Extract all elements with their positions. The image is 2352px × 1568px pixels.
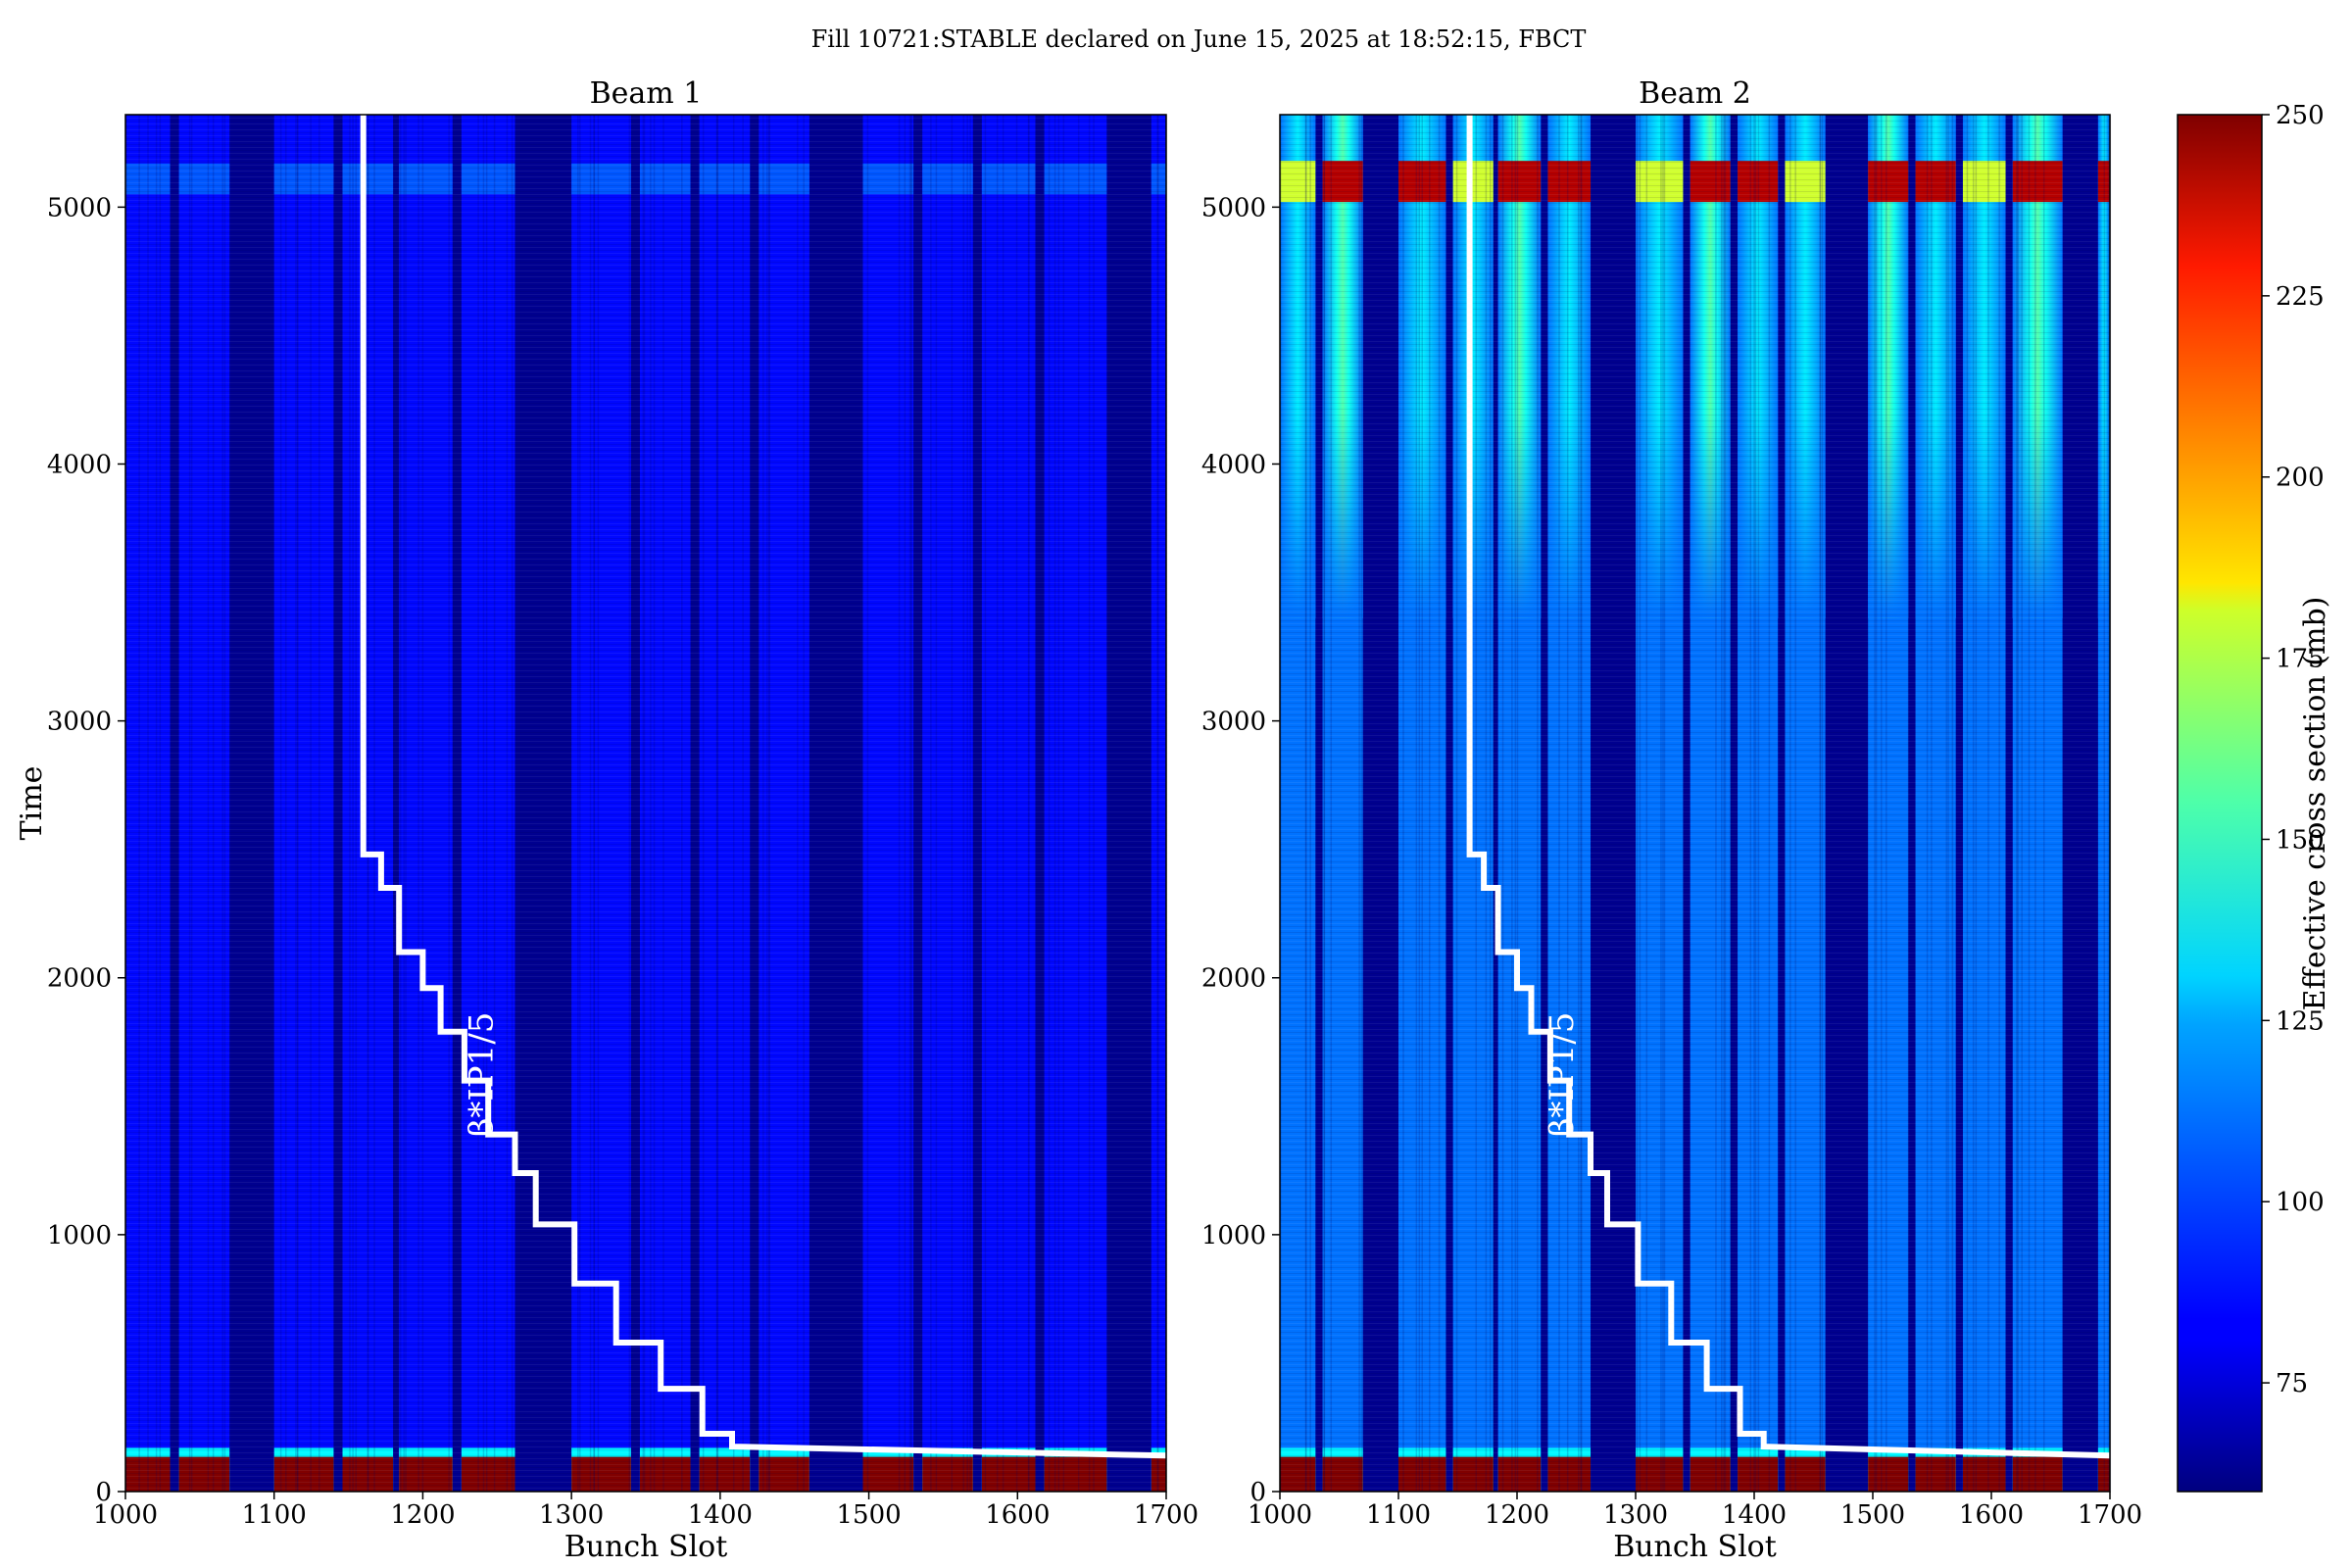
colorbar-tick-label: 75: [2276, 1369, 2308, 1398]
x-axis-label: Bunch Slot: [564, 1530, 728, 1564]
y-tick-label: 5000: [1201, 193, 1266, 222]
x-tick-label: 1400: [1722, 1500, 1787, 1530]
beta-star-step-line: [1466, 115, 2111, 1459]
x-tick-label: 1000: [93, 1500, 158, 1530]
x-tick-label: 1700: [1134, 1500, 1199, 1530]
x-tick-label: 1200: [390, 1500, 455, 1530]
x-tick-label: 1700: [2078, 1500, 2142, 1530]
beta-star-annotation: β*IP1/5: [1543, 1012, 1582, 1138]
x-tick-label: 1500: [1840, 1500, 1905, 1530]
colorbar-tick-label: 225: [2276, 282, 2325, 312]
colorbar-ticks: 75 100 125 150 175 200 225 250: [2262, 101, 2325, 1398]
y-tick-label: 4000: [47, 450, 112, 479]
x-tick-label: 1600: [1959, 1500, 2024, 1530]
figure-title: Fill 10721:STABLE declared on June 15, 2…: [811, 25, 1587, 53]
panel-title: Beam 2: [1639, 76, 1751, 111]
colorbar-tick-label: 150: [2276, 825, 2325, 855]
x-tick-label: 1200: [1485, 1500, 1549, 1530]
colorbar: 75 100 125 150 175 200 225 250 Effective cross …: [2177, 101, 2332, 1493]
y-axis-label: Time: [15, 766, 49, 841]
y-tick-label: 2000: [47, 964, 112, 994]
panel-title: Beam 1: [590, 76, 703, 111]
x-tick-label: 1600: [985, 1500, 1050, 1530]
y-tick-label: 1000: [1201, 1221, 1266, 1250]
x-axis-label: Bunch Slot: [1613, 1530, 1777, 1564]
x-tick-label: 1300: [1603, 1500, 1668, 1530]
colorbar-tick-label: 125: [2276, 1006, 2325, 1036]
colorbar-tick-label: 250: [2276, 101, 2325, 130]
axes-frame: [124, 114, 1167, 1493]
heatmap-texture: [1280, 115, 2110, 1492]
y-tick-label: 5000: [47, 193, 112, 222]
colorbar-tick-label: 200: [2276, 464, 2325, 493]
beam2-heatmap-panel: β*IP1/5 Beam 2 1000 1100 1200 1300 1400 1500 160…: [1201, 76, 2142, 1564]
y-tick-label: 1000: [47, 1221, 112, 1250]
x-tick-label: 1400: [688, 1500, 753, 1530]
x-tick-label: 1100: [242, 1500, 307, 1530]
axes-frame: [1279, 114, 2111, 1493]
x-tick-label: 1500: [836, 1500, 901, 1530]
beta-star-annotation: β*IP1/5: [463, 1012, 502, 1138]
colorbar-label: Effective cross section (mb): [2298, 597, 2332, 1011]
y-tick-label: 0: [95, 1478, 112, 1507]
x-tick-label: 1000: [1248, 1500, 1312, 1530]
beam1-heatmap-panel: β*IP1/5 Beam 1 1000 1100 1200 1300 1400 1500 160…: [15, 76, 1199, 1564]
x-tick-label: 1100: [1366, 1500, 1431, 1530]
y-tick-label: 2000: [1201, 964, 1266, 994]
y-tick-label: 4000: [1201, 450, 1266, 479]
heatmap-texture: [125, 115, 1166, 1492]
y-tick-label: 0: [1250, 1478, 1266, 1507]
beta-star-step-line: [360, 115, 1167, 1459]
colorbar-tick-label: 100: [2276, 1188, 2325, 1217]
x-tick-label: 1300: [539, 1500, 604, 1530]
colorbar-tick-label: 175: [2276, 645, 2325, 674]
colorbar-gradient: [2177, 114, 2263, 1493]
y-tick-label: 3000: [47, 708, 112, 737]
y-tick-label: 3000: [1201, 708, 1266, 737]
